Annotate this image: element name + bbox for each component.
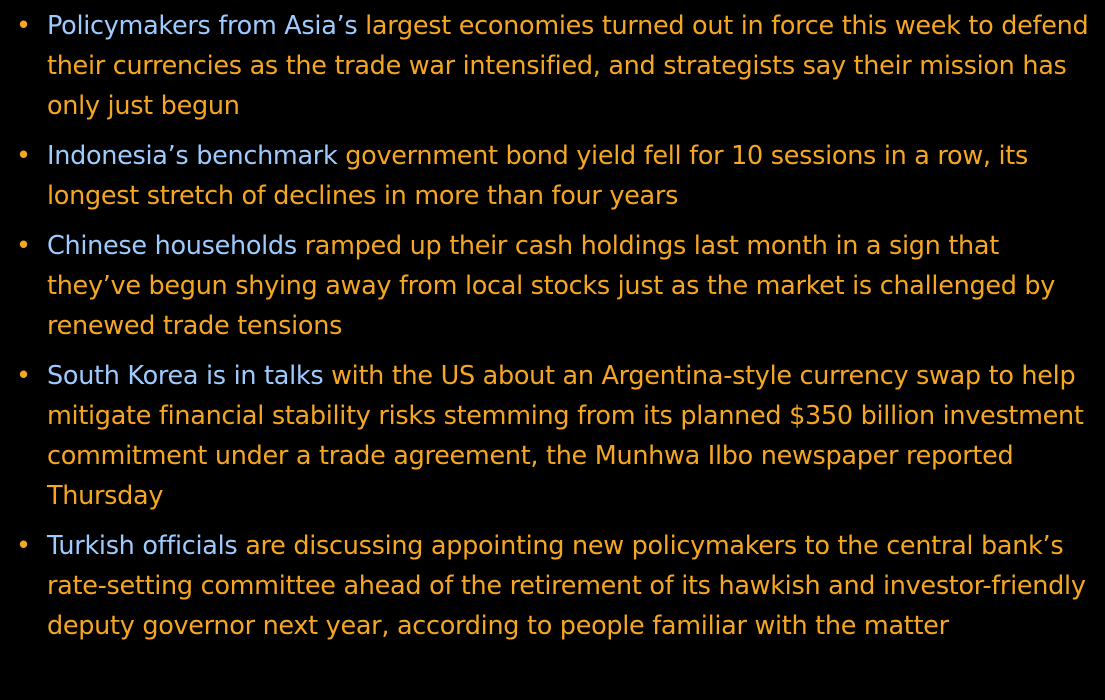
news-link[interactable]: Policymakers from Asia’s <box>47 11 358 41</box>
news-item-4: • South Korea is in talks with the US ab… <box>0 356 1105 516</box>
news-bullet-list: • Policymakers from Asia’s largest econo… <box>0 6 1105 646</box>
news-text: ramped up their cash holdings last month… <box>47 231 1056 341</box>
bullet-icon: • <box>16 231 31 261</box>
news-item-5: • Turkish officials are discussing appoi… <box>0 526 1105 646</box>
news-item-2: • Indonesia’s benchmark government bond … <box>0 136 1105 216</box>
news-link[interactable]: Turkish officials <box>47 531 238 561</box>
bullet-icon: • <box>16 11 31 41</box>
news-item-3: • Chinese households ramped up their cas… <box>0 226 1105 346</box>
bullet-icon: • <box>16 361 31 391</box>
news-text: government bond yield fell for 10 sessio… <box>47 141 1028 211</box>
news-link[interactable]: Chinese households <box>47 231 297 261</box>
news-link[interactable]: Indonesia’s benchmark <box>47 141 338 171</box>
news-text: with the US about an Argentina-style cur… <box>47 361 1084 511</box>
bullet-icon: • <box>16 531 31 561</box>
news-item-1: • Policymakers from Asia’s largest econo… <box>0 6 1105 126</box>
bullet-icon: • <box>16 141 31 171</box>
news-text: are discussing appointing new policymake… <box>47 531 1086 641</box>
news-link[interactable]: South Korea is in talks <box>47 361 324 391</box>
news-text: largest economies turned out in force th… <box>47 11 1089 121</box>
